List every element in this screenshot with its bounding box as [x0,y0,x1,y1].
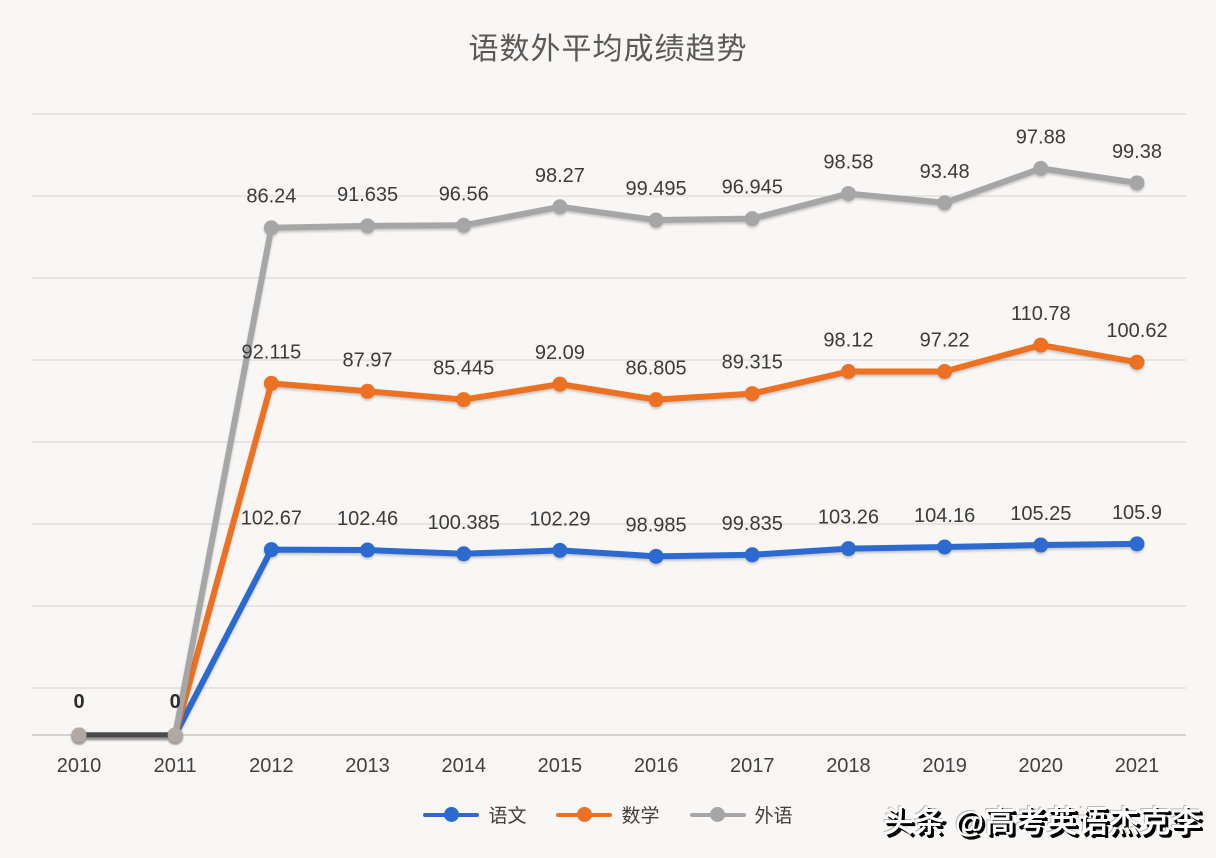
x-axis-label: 2011 [154,755,197,777]
data-label-math: 98.12 [823,330,873,352]
watermark: 头条 @高考英语杰克李 [883,806,1202,839]
data-point-chinese [937,539,953,555]
series-line-math [76,342,1140,738]
data-label-foreign-language: 97.88 [1016,126,1066,148]
data-label-foreign-language: 98.58 [823,152,873,174]
legend-item-chinese: 语文 [423,801,526,828]
data-label-foreign-language: 93.48 [920,161,970,183]
zero-label: 0 [73,691,84,713]
chart-legend: 语文 数学 外语 [0,801,1216,828]
zero-data-point [167,727,183,743]
data-label-math: 92.09 [535,342,585,364]
x-axis-label: 2012 [249,755,294,777]
data-point-math [1033,337,1049,353]
data-label-chinese: 102.67 [241,508,302,530]
legend-item-foreign-language: 外语 [689,801,793,828]
data-point-chinese [456,546,472,562]
data-point-chinese [552,542,568,558]
data-label-math: 100.62 [1106,320,1167,342]
data-point-foreign-language [840,186,856,202]
data-label-foreign-language: 99.495 [625,178,686,200]
data-label-foreign-language: 86.24 [246,186,296,208]
series-chinese [71,536,1145,743]
data-label-foreign-language: 98.27 [535,165,585,187]
data-label-math: 97.22 [920,330,970,352]
x-axis-label: 2019 [922,755,967,777]
data-point-foreign-language [263,220,279,236]
x-axis-label: 2015 [538,755,583,777]
data-point-foreign-language [1129,175,1145,191]
legend-item-math: 数学 [556,801,660,828]
x-axis-label: 2016 [634,755,679,777]
data-label-foreign-language: 96.945 [722,177,783,199]
x-axis-label: 2010 [57,755,102,777]
data-label-foreign-language: 99.38 [1112,141,1162,163]
data-label-foreign-language: 91.635 [337,184,398,206]
data-point-chinese [263,542,279,558]
legend-marker-icon [423,807,480,823]
data-label-chinese: 99.835 [722,513,783,535]
zero-label: 0 [170,691,181,713]
data-label-chinese: 105.9 [1112,502,1162,524]
data-label-math: 86.805 [625,358,686,380]
data-point-math [552,376,568,392]
data-label-chinese: 103.26 [818,507,879,529]
data-label-chinese: 102.46 [337,508,398,530]
series-foreign-language [71,160,1145,743]
data-point-math [456,392,472,408]
legend-marker-icon [689,807,746,823]
data-point-chinese [840,541,856,557]
x-axis-label: 2020 [1019,755,1064,777]
legend-label: 数学 [621,806,660,827]
data-point-chinese [1033,537,1049,553]
data-label-math: 110.78 [1011,303,1071,325]
data-point-math [744,386,760,402]
legend-label: 语文 [488,806,527,827]
data-label-foreign-language: 96.56 [439,183,489,205]
data-label-chinese: 102.29 [529,508,590,530]
data-point-math [840,364,856,380]
data-label-chinese: 104.16 [914,505,975,527]
x-axis-label: 2013 [345,755,390,777]
data-point-foreign-language [648,212,664,228]
x-axis-label: 2017 [730,755,775,777]
data-point-chinese [744,547,760,563]
x-axis-label: 2018 [826,755,871,777]
data-point-math [1129,354,1145,370]
data-point-math [648,392,664,408]
data-point-math [360,383,376,399]
data-point-foreign-language [360,218,376,234]
data-point-foreign-language [456,217,472,233]
legend-marker-icon [556,807,613,823]
series-line-chinese [76,540,1140,738]
data-label-chinese: 105.25 [1010,503,1071,525]
data-point-foreign-language [937,195,953,211]
data-point-math [263,375,279,391]
data-label-chinese: 100.385 [428,512,500,534]
data-label-math: 89.315 [722,352,783,374]
x-axis-label: 2021 [1115,755,1160,777]
data-point-chinese [360,542,376,558]
chart-title: 语数外平均成绩趋势 [468,33,748,66]
series-line-foreign-language [76,165,1140,738]
legend-label: 外语 [754,806,793,827]
data-point-foreign-language [1033,160,1049,176]
data-point-math [937,364,953,380]
line-chart-plot: 102.67 102.46 100.385 102.29 98.985 99.835 103… [32,113,1186,777]
data-label-chinese: 98.985 [625,514,686,536]
zero-data-point [71,727,87,743]
series-math [71,337,1145,743]
data-label-math: 92.115 [242,341,302,363]
data-point-foreign-language [552,199,568,215]
data-label-math: 85.445 [433,358,494,380]
data-point-chinese [648,548,664,564]
data-point-foreign-language [744,211,760,227]
x-axis-label: 2014 [441,755,486,777]
data-point-chinese [1129,536,1145,552]
data-label-math: 87.97 [343,349,393,371]
